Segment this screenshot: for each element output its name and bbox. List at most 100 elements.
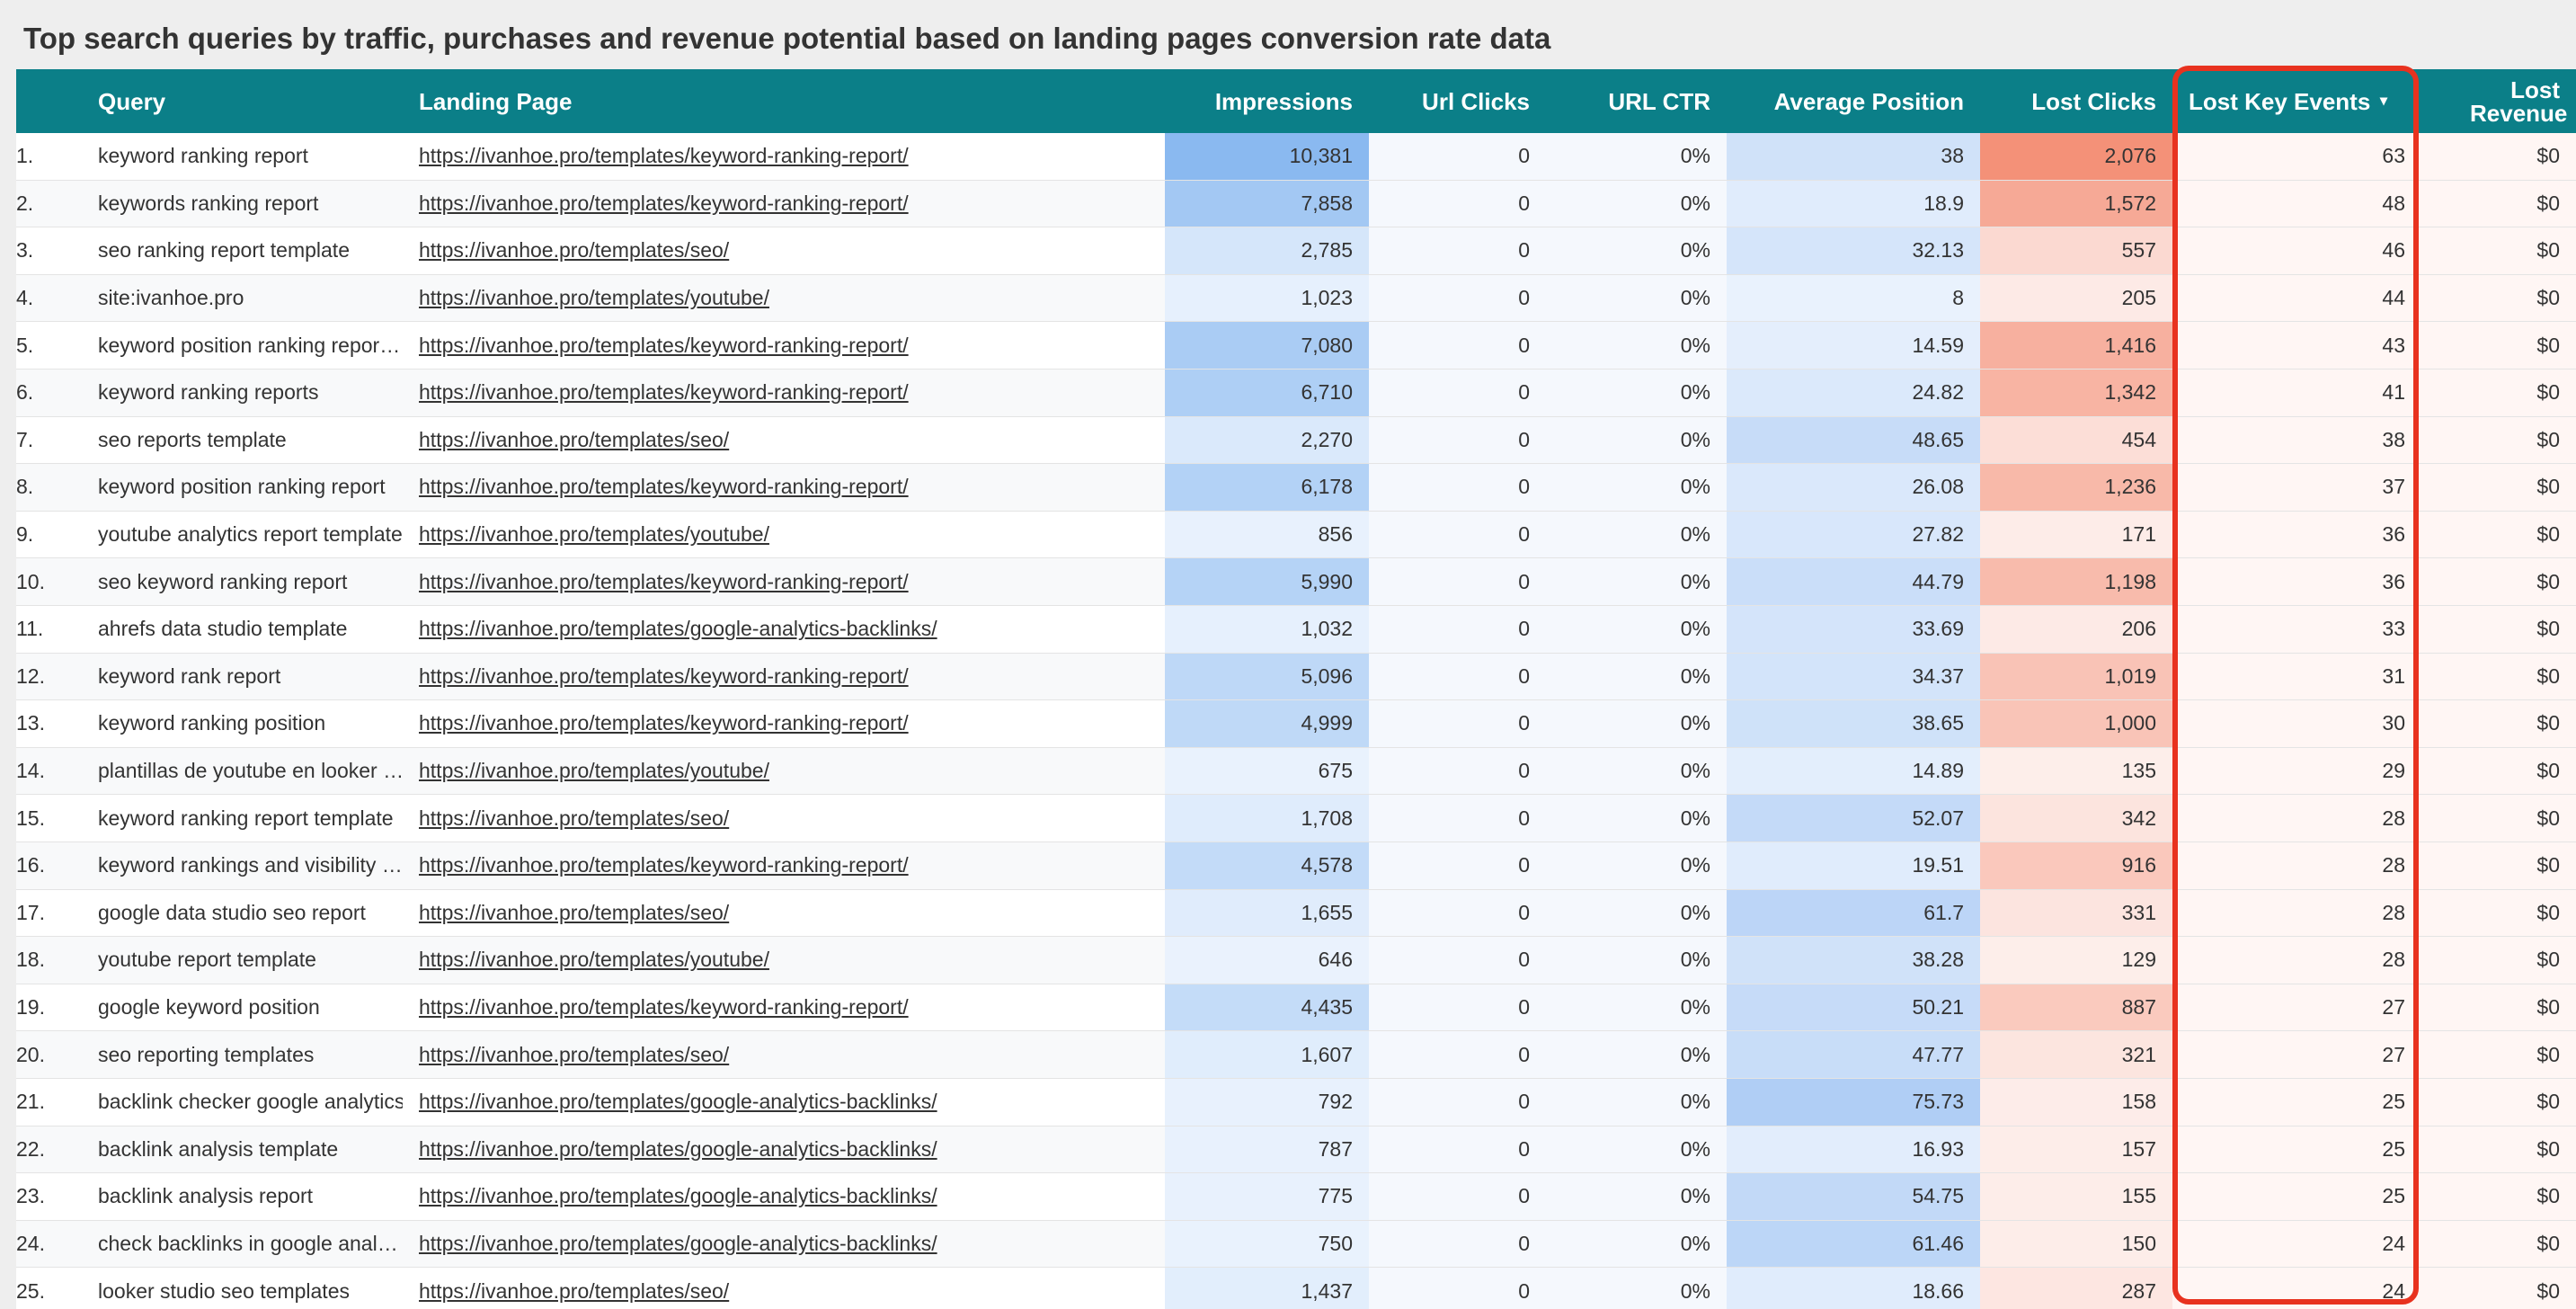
table-row: 21. backlink checker google analytics http… — [16, 1079, 2576, 1126]
table-cell: https://ivanhoe.pro/templates/seo/ — [403, 1268, 1165, 1309]
column-header[interactable]: Lost Clicks — [1980, 69, 2172, 133]
table-row: 14. plantillas de youtube en looker … http… — [16, 747, 2576, 796]
landing-page-link[interactable]: https://ivanhoe.pro/templates/google-ana… — [419, 1136, 937, 1161]
header-text: Lost Revenue — [2470, 76, 2568, 127]
landing-page-link[interactable]: https://ivanhoe.pro/templates/keyword-ra… — [419, 853, 909, 877]
landing-page-link[interactable]: https://ivanhoe.pro/templates/google-ana… — [419, 1090, 937, 1114]
landing-page-link[interactable]: https://ivanhoe.pro/templates/keyword-ra… — [419, 569, 909, 593]
table-row: 17. google data studio seo report https://… — [16, 889, 2576, 938]
table-cell: 14.89 — [1727, 747, 1980, 795]
table-cell: 1,000 — [1980, 700, 2172, 747]
column-header[interactable]: Impressions — [1165, 69, 1369, 133]
column-header[interactable]: Average Position — [1727, 69, 1980, 133]
column-header[interactable]: URL CTR — [1546, 69, 1727, 133]
landing-page-link[interactable]: https://ivanhoe.pro/templates/keyword-ra… — [419, 663, 909, 688]
column-header[interactable]: Query — [82, 69, 403, 133]
table-row: 8. keyword position ranking report https:/… — [16, 464, 2576, 512]
landing-page-link[interactable]: https://ivanhoe.pro/templates/youtube/ — [419, 948, 769, 972]
table-cell: 25. — [16, 1278, 45, 1303]
table-row: 24. check backlinks in google anal… https:… — [16, 1220, 2576, 1269]
sort-arrow[interactable]: ▾ — [2379, 93, 2387, 109]
landing-page-link[interactable]: https://ivanhoe.pro/templates/seo/ — [419, 1042, 730, 1066]
column-header[interactable]: Lost Revenue — [2421, 69, 2576, 133]
table-cell: 16.93 — [1727, 1126, 1980, 1173]
table-cell: 0 — [1369, 747, 1546, 795]
landing-page-link[interactable]: https://ivanhoe.pro/templates/seo/ — [419, 806, 730, 830]
table-cell: 2,785 — [1165, 227, 1369, 274]
column-header[interactable]: Lost Key Events ▾ — [2172, 69, 2421, 133]
landing-page-link[interactable]: https://ivanhoe.pro/templates/keyword-ra… — [419, 995, 909, 1020]
table-cell: 0% — [1546, 274, 1727, 322]
table-cell: 205 — [1980, 274, 2172, 322]
table-row: 4. site:ivanhoe.pro https://ivanhoe.pro/te… — [16, 274, 2576, 323]
table-cell: $0 — [2421, 606, 2576, 653]
table-cell: $0 — [2421, 1220, 2576, 1268]
table-cell: 0% — [1546, 322, 1727, 369]
landing-page-link[interactable]: https://ivanhoe.pro/templates/keyword-ra… — [419, 191, 909, 215]
table-cell: 6,178 — [1165, 464, 1369, 511]
table-cell: 15. — [16, 806, 45, 830]
table-cell: $0 — [2421, 511, 2576, 558]
table-cell: https://ivanhoe.pro/templates/keyword-ra… — [403, 181, 1165, 227]
table-cell: 38.65 — [1727, 700, 1980, 747]
landing-page-link[interactable]: https://ivanhoe.pro/templates/google-ana… — [419, 1184, 937, 1208]
table-cell: 43 — [2172, 322, 2421, 369]
table-cell: https://ivanhoe.pro/templates/seo/ — [403, 795, 1165, 842]
table-cell: 24.82 — [1727, 370, 1980, 416]
landing-page-link[interactable]: https://ivanhoe.pro/templates/seo/ — [419, 900, 730, 924]
header-cell — [16, 69, 82, 133]
table-cell: 1,437 — [1165, 1268, 1369, 1309]
table-cell: 6. — [16, 380, 34, 405]
table-cell: $0 — [2421, 795, 2576, 842]
table-cell: 321 — [1980, 1031, 2172, 1078]
table-cell: 0 — [1369, 889, 1546, 937]
landing-page-link[interactable]: https://ivanhoe.pro/templates/seo/ — [419, 238, 730, 263]
table-cell: $0 — [2421, 700, 2576, 747]
table-cell: 856 — [1165, 511, 1369, 558]
table-cell: 157 — [1980, 1126, 2172, 1173]
landing-page-link[interactable]: https://ivanhoe.pro/templates/keyword-ra… — [419, 144, 909, 168]
landing-page-link[interactable]: https://ivanhoe.pro/templates/youtube/ — [419, 286, 769, 310]
table-cell: 1. — [16, 144, 34, 168]
landing-page-link[interactable]: https://ivanhoe.pro/templates/youtube/ — [419, 759, 769, 783]
table-cell: google keyword position — [98, 995, 320, 1020]
table-cell: 5,096 — [1165, 653, 1369, 700]
header-text: Query — [98, 87, 166, 115]
header-row: Query Landing Page Impressions Url Clicks UR… — [16, 69, 2576, 133]
table-cell: 0% — [1546, 464, 1727, 511]
landing-page-link[interactable]: https://ivanhoe.pro/templates/keyword-ra… — [419, 475, 909, 499]
table-cell: https://ivanhoe.pro/templates/keyword-ra… — [403, 133, 1165, 180]
table-cell: 23. — [16, 1184, 45, 1208]
table-cell: $0 — [2421, 842, 2576, 889]
table-cell: 13. — [16, 711, 45, 735]
landing-page-link[interactable]: https://ivanhoe.pro/templates/keyword-ra… — [419, 711, 909, 735]
table-cell: backlink checker google analytics — [98, 1090, 403, 1114]
table-cell: 61.46 — [1727, 1220, 1980, 1268]
table-cell: $0 — [2421, 274, 2576, 322]
table-cell: 21. — [16, 1090, 45, 1114]
table-cell: 2,270 — [1165, 416, 1369, 464]
table-cell: 61.7 — [1727, 889, 1980, 937]
landing-page-link[interactable]: https://ivanhoe.pro/templates/keyword-ra… — [419, 380, 909, 405]
table-cell: 2. — [16, 191, 34, 215]
table-row: 20. seo reporting templates https://ivanho… — [16, 1031, 2576, 1079]
landing-page-link[interactable]: https://ivanhoe.pro/templates/seo/ — [419, 427, 730, 451]
table-cell: 44 — [2172, 274, 2421, 322]
table-cell: 10,381 — [1165, 133, 1369, 180]
column-header[interactable]: Landing Page — [403, 69, 1165, 133]
table-cell: 0% — [1546, 795, 1727, 842]
landing-page-link[interactable]: https://ivanhoe.pro/templates/google-ana… — [419, 1232, 937, 1256]
table-cell: 5,990 — [1165, 558, 1369, 605]
landing-page-link[interactable]: https://ivanhoe.pro/templates/google-ana… — [419, 617, 937, 641]
landing-page-link[interactable]: https://ivanhoe.pro/templates/youtube/ — [419, 522, 769, 547]
table-cell: 0% — [1546, 180, 1727, 227]
table-cell: 8. — [16, 475, 34, 499]
table-cell: https://ivanhoe.pro/templates/keyword-ra… — [403, 654, 1165, 700]
landing-page-link[interactable]: https://ivanhoe.pro/templates/keyword-ra… — [419, 333, 909, 357]
column-header[interactable]: Url Clicks — [1369, 69, 1546, 133]
landing-page-link[interactable]: https://ivanhoe.pro/templates/seo/ — [419, 1278, 730, 1303]
table-cell: plantillas de youtube en looker … — [98, 759, 403, 783]
table-cell: 41 — [2172, 370, 2421, 416]
table-cell: looker studio seo templates — [98, 1278, 350, 1303]
table-cell: https://ivanhoe.pro/templates/keyword-ra… — [403, 464, 1165, 511]
